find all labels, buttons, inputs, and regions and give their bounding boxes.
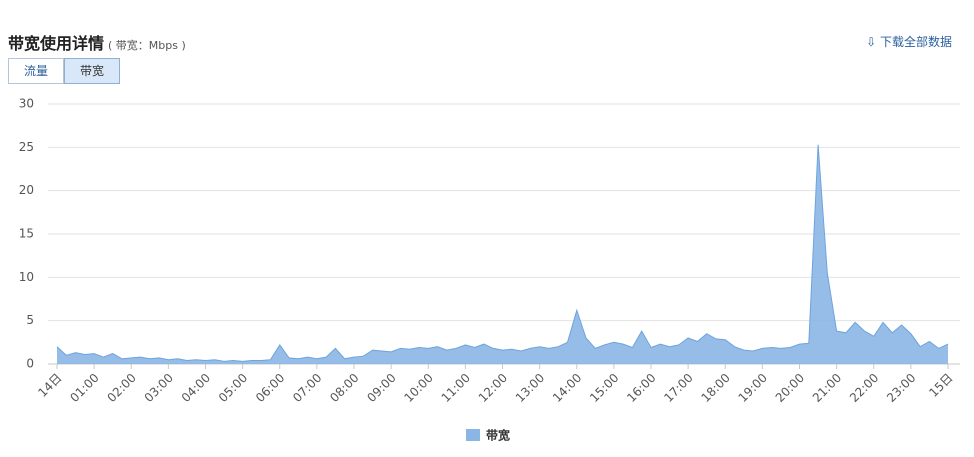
y-tick-label: 25 [19, 140, 34, 154]
line [56, 144, 949, 362]
y-tick-label: 20 [19, 183, 34, 197]
x-tick-label: 15:00 [587, 371, 621, 405]
x-tick-label: 22:00 [847, 371, 881, 405]
x-tick-label: 07:00 [290, 371, 324, 405]
x-tick-label: 02:00 [104, 371, 138, 405]
tab[interactable]: 带宽 [64, 58, 120, 84]
download[interactable]: ⇩ 下载全部数据 [866, 35, 952, 49]
subtitle: ( 带宽：Mbps ) [108, 39, 186, 52]
x-tick-label: 18:00 [698, 371, 732, 405]
x-tick-label: 08:00 [327, 371, 361, 405]
x-tick-label: 17:00 [661, 371, 695, 405]
title-text: 带宽使用详情 [8, 34, 105, 53]
x-tick-label: 16:00 [624, 371, 658, 405]
legend-swatch [466, 429, 480, 441]
y-tick-label: 5 [26, 313, 34, 327]
x-tick-label: 03:00 [142, 371, 176, 405]
title: 带宽使用详情( 带宽：Mbps ) [8, 30, 186, 54]
x-tick-label: 05:00 [216, 371, 250, 405]
y-tick-label: 15 [19, 227, 34, 241]
x-tick-label: 14:00 [550, 371, 584, 405]
tabs: 流量 带宽 [8, 58, 120, 84]
x-tick-label: 19:00 [736, 371, 770, 405]
x-tick-label: 21:00 [810, 371, 844, 405]
x-tick-label: 01:00 [67, 371, 101, 405]
download-text[interactable]: 下载全部数据 [879, 35, 952, 49]
x-tick-label: 10:00 [401, 371, 435, 405]
area [57, 144, 948, 364]
x-tick-label: 04:00 [179, 371, 213, 405]
x-tick-label: 15日 [926, 371, 955, 400]
x-tick-label: 13:00 [513, 371, 547, 405]
x-tick-label: 20:00 [773, 371, 807, 405]
y-tick-label: 10 [19, 270, 34, 284]
tab[interactable]: 流量 [8, 58, 64, 84]
y-tick-label: 30 [19, 97, 34, 111]
x-tick-label: 12:00 [476, 371, 510, 405]
x-tick-label: 11:00 [439, 371, 473, 405]
legend-label: 带宽 [486, 428, 510, 443]
x-tick-label: 09:00 [364, 371, 398, 405]
x-tick-label: 14日 [35, 371, 64, 400]
y-tick-label: 0 [26, 357, 34, 371]
x-tick-label: 23:00 [884, 371, 918, 405]
x-tick-label: 06:00 [253, 371, 287, 405]
